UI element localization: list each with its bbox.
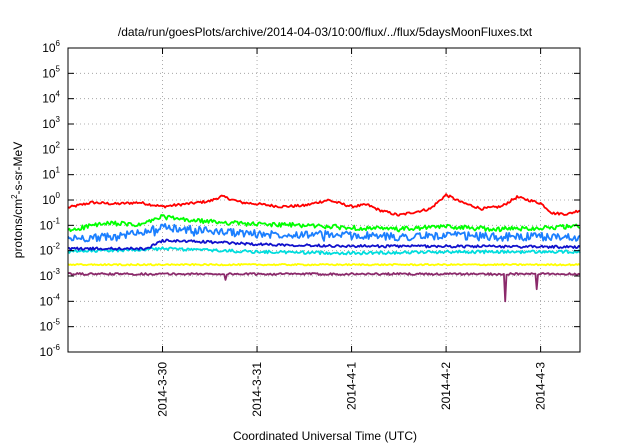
series-line-2 [67, 214, 581, 233]
y-tick-exp: 5 [56, 64, 61, 73]
y-tick-exp: 1 [56, 166, 61, 175]
x-tick-label: 2014-3-30 [156, 362, 170, 417]
y-tick-exp: 0 [56, 191, 61, 200]
y-tick-base: 10 [42, 92, 56, 106]
y-tick-base: 10 [40, 294, 54, 308]
y-tick-label: 106 [42, 39, 60, 55]
y-tick-base: 10 [42, 66, 56, 80]
y-tick-exp: 2 [56, 140, 61, 149]
y-tick-base: 10 [42, 142, 56, 156]
y-tick-base: 10 [42, 193, 56, 207]
y-tick-base: 10 [40, 320, 54, 334]
x-axis: 2014-3-30 2014-3-31 2014-4-1 2014-4-2 2014-4… [156, 48, 548, 417]
y-tick-exp: 4 [56, 90, 61, 99]
series-line-7 [67, 272, 581, 303]
y-tick-base: 10 [40, 244, 54, 258]
y-tick-label: 103 [42, 115, 60, 131]
y-tick-label: 101 [42, 166, 60, 182]
y-tick-exp: 3 [56, 115, 61, 124]
x-axis-label: Coordinated Universal Time (UTC) [233, 429, 417, 443]
y-tick-base: 10 [40, 218, 54, 232]
y-axis-label: protons/cm2-s-sr-MeV [10, 142, 25, 258]
chart-title: /data/run/goesPlots/archive/2014-04-03/1… [118, 25, 533, 39]
y-tick-label: 10-6 [40, 343, 61, 359]
y-tick-label: 100 [42, 191, 60, 207]
y-axis: 10-610-510-410-310-210-11001011021031041… [40, 39, 580, 359]
series-line-3 [67, 223, 581, 243]
x-tick-label: 2014-4-3 [534, 362, 548, 410]
y-axis-label-main: protons/cm [11, 199, 25, 258]
y-tick-label: 10-5 [40, 318, 61, 334]
series-line-1 [67, 193, 581, 217]
y-tick-label: 102 [42, 140, 60, 156]
series-group [67, 193, 581, 303]
series-line-4 [67, 246, 581, 256]
x-tick-label: 2014-4-1 [345, 362, 359, 410]
y-tick-label: 10-3 [40, 267, 61, 283]
y-axis-label-rest: -s-sr-MeV [11, 142, 25, 195]
series-line-6 [67, 263, 581, 267]
y-axis-label-sup: 2 [10, 194, 19, 199]
y-tick-exp: -2 [53, 242, 61, 251]
y-tick-exp: -6 [53, 343, 61, 352]
y-tick-exp: -3 [53, 267, 61, 276]
x-tick-label: 2014-3-31 [250, 362, 264, 417]
series-line-5 [67, 238, 581, 251]
y-tick-label: 10-4 [40, 292, 61, 308]
y-tick-base: 10 [40, 269, 54, 283]
y-tick-label: 104 [42, 90, 60, 106]
y-tick-exp: -1 [53, 216, 61, 225]
y-tick-exp: -4 [53, 292, 61, 301]
y-tick-base: 10 [42, 41, 56, 55]
y-tick-label: 10-1 [40, 216, 61, 232]
y-tick-base: 10 [40, 345, 54, 359]
y-tick-exp: 6 [56, 39, 61, 48]
y-tick-base: 10 [42, 168, 56, 182]
y-tick-base: 10 [42, 117, 56, 131]
y-tick-exp: -5 [53, 318, 61, 327]
x-tick-label: 2014-4-2 [439, 362, 453, 410]
grid-lines [68, 48, 580, 352]
y-tick-label: 10-2 [40, 242, 61, 258]
y-tick-label: 105 [42, 64, 60, 80]
